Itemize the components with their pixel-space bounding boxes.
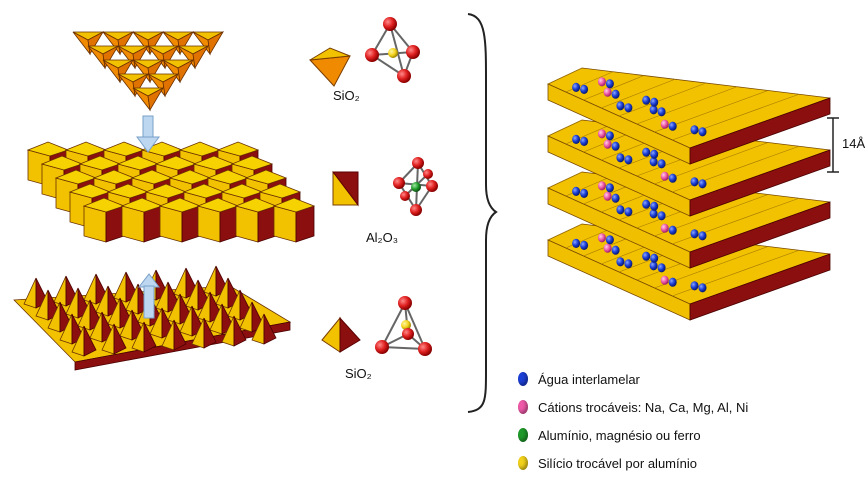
tetrahedral-sheet-bottom <box>13 265 292 371</box>
legend-item: Água interlamelar <box>518 365 748 393</box>
sio2-tetrahedron-bottom-icon <box>321 316 361 353</box>
arrow-up-icon <box>137 273 161 319</box>
legend-item: Cátions trocáveis: Na, Ca, Mg, Al, Ni <box>518 393 748 421</box>
formula-sio2-top: SiO₂ <box>333 88 360 103</box>
al2o3-ball-stick-icon <box>393 157 438 216</box>
legend-item: Silício trocável por alumínio <box>518 449 748 477</box>
layer-spacing-label: 14Å <box>842 136 866 151</box>
green-sphere-icon <box>518 428 528 442</box>
legend-label: Cátions trocáveis: Na, Ca, Mg, Al, Ni <box>538 399 749 415</box>
al2o3-octahedron-icon <box>331 171 359 207</box>
spacing-bracket <box>827 117 839 173</box>
legend-label: Alumínio, magnésio ou ferro <box>538 427 701 443</box>
blue-sphere-icon <box>518 372 528 386</box>
legend-label: Silício trocável por alumínio <box>538 455 697 471</box>
sio2-ball-stick-top-icon <box>365 17 420 83</box>
octahedral-sheet <box>26 141 316 243</box>
tetrahedral-sheet-top <box>72 30 225 112</box>
curly-brace <box>467 13 498 413</box>
arrow-down-icon <box>136 115 160 153</box>
formula-sio2-bottom: SiO₂ <box>345 366 372 381</box>
pink-sphere-icon <box>518 400 528 414</box>
yellow-sphere-icon <box>518 456 528 470</box>
layered-clay-stack <box>547 67 831 321</box>
sio2-ball-stick-bottom-icon <box>375 296 432 356</box>
legend-item: Alumínio, magnésio ou ferro <box>518 421 748 449</box>
legend: Água interlamelar Cátions trocáveis: Na,… <box>518 365 748 477</box>
formula-al2o3: Al₂O₃ <box>366 230 399 245</box>
sio2-tetrahedron-icon <box>308 47 351 87</box>
legend-label: Água interlamelar <box>538 371 640 387</box>
